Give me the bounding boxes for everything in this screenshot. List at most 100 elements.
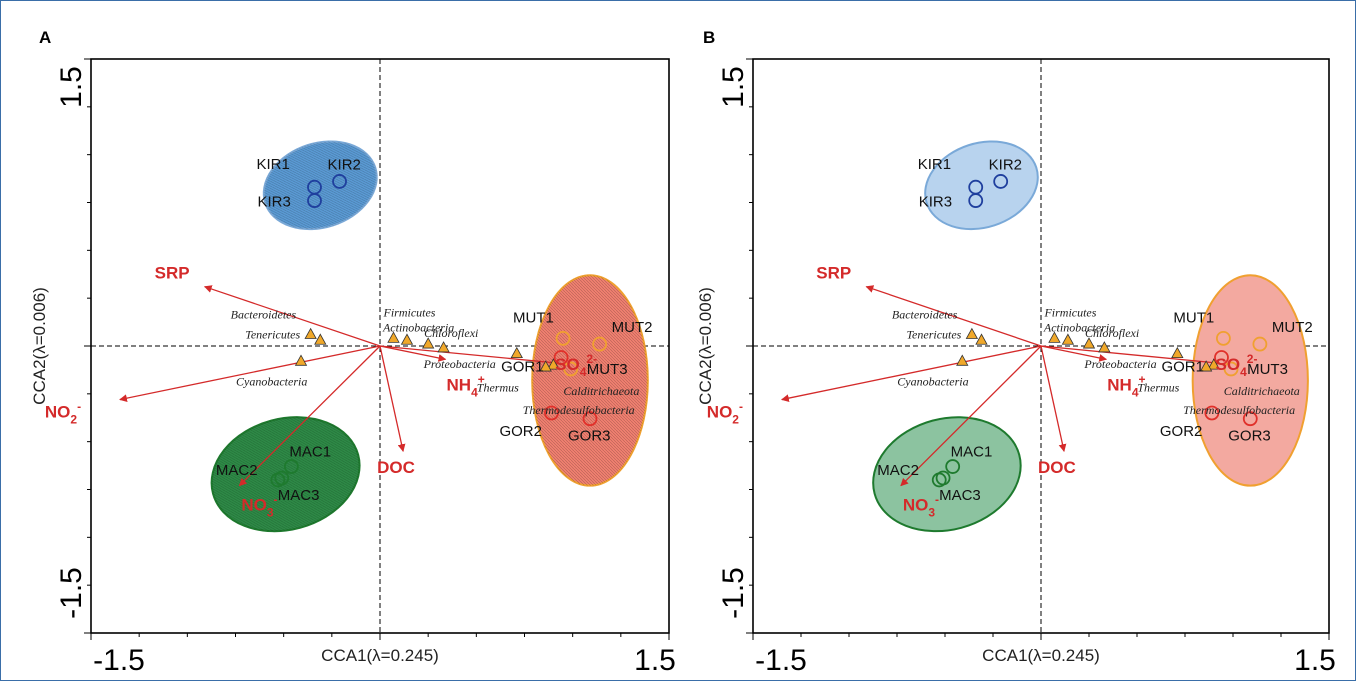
- sample-label: GOR1: [501, 358, 544, 375]
- taxon-label: Cyanobacteria: [236, 374, 307, 388]
- vector-label-main: SRP: [816, 264, 851, 283]
- vector-label-sub: 4: [1132, 385, 1139, 399]
- sample-point: [1242, 411, 1258, 427]
- taxon-label: Calditrichaeota: [563, 384, 639, 398]
- vector-label-main: DOC: [377, 458, 415, 477]
- vector-label-main: SO: [1216, 355, 1241, 374]
- vector-label: SO42-: [555, 352, 597, 379]
- vector-label-sup: -: [935, 493, 939, 507]
- vector-label-sub: 3: [928, 506, 935, 520]
- sample-label: MUT2: [1272, 319, 1313, 336]
- taxon-marker: [294, 354, 308, 366]
- vector-label-main: SO: [555, 355, 580, 374]
- sample-point: [555, 330, 571, 346]
- vector-label-main: NO: [903, 496, 929, 515]
- panel-B: B -1.5 1.5 1.5 -1.5 CCA1(λ=0.245) CCA2(λ=0.006…: [696, 28, 1336, 677]
- sample-point: [1223, 361, 1239, 377]
- vector-label-sup: 2-: [586, 352, 597, 366]
- sample-label: KIR2: [328, 156, 361, 173]
- taxon-label: Firmicutes: [1043, 305, 1096, 319]
- vector-arrow: [119, 345, 381, 402]
- sample-label: KIR1: [918, 156, 951, 173]
- sample-label: MAC1: [289, 444, 331, 461]
- taxon-label: Actinobacteria: [1043, 320, 1115, 334]
- vector-label: NH4+: [1107, 372, 1145, 399]
- taxon-marker: [421, 337, 435, 349]
- taxon-marker: [547, 358, 560, 370]
- taxon-label: Bacteroidetes: [231, 308, 297, 322]
- sample-label: MAC3: [278, 487, 320, 504]
- sample-label: GOR3: [568, 428, 611, 445]
- taxon-marker: [437, 341, 450, 353]
- vector-arrow: [379, 345, 560, 367]
- sample-label: MUT2: [612, 319, 653, 336]
- vector-label-main: NO: [45, 403, 71, 422]
- y-tick-label: 1.5: [717, 66, 750, 108]
- vector-label-sup: +: [1139, 372, 1146, 386]
- vector-label-sup: -: [739, 400, 743, 414]
- vector-arrow: [1040, 345, 1221, 367]
- sample-point: [1204, 405, 1220, 421]
- vector-label: NO2-: [707, 400, 743, 427]
- sample-label: GOR3: [1228, 428, 1271, 445]
- taxon-marker: [1061, 333, 1075, 345]
- taxon-marker: [975, 333, 988, 345]
- taxon-label: Calditrichaeota: [1224, 384, 1300, 398]
- sample-point: [935, 470, 951, 486]
- sample-label: MAC2: [877, 462, 919, 479]
- vector-label-main: SRP: [155, 264, 190, 283]
- vector-label: DOC: [377, 458, 415, 477]
- sample-label: MUT3: [587, 361, 628, 378]
- sample-point: [274, 470, 290, 486]
- taxon-label: Proteobacteria: [1083, 357, 1156, 371]
- taxon-label: Thermodesulfobacteria: [1183, 403, 1295, 417]
- x-tick-label: -1.5: [93, 644, 145, 677]
- sample-label: KIR3: [919, 194, 952, 211]
- vector-label-sup: 2-: [1247, 352, 1258, 366]
- sample-label: GOR1: [1161, 358, 1204, 375]
- sample-label: GOR2: [1160, 423, 1203, 440]
- vector-label: SRP: [155, 264, 190, 283]
- vector-arrow: [203, 285, 381, 347]
- sample-label: MAC2: [216, 462, 258, 479]
- sample-point: [945, 459, 961, 474]
- taxon-marker: [1171, 346, 1184, 359]
- taxon-marker: [539, 360, 552, 372]
- taxon-marker: [965, 327, 979, 339]
- vector-label-sub: 4: [580, 365, 587, 379]
- sample-label: MAC3: [939, 487, 981, 504]
- taxon-label: Cyanobacteria: [897, 374, 968, 388]
- vector-label-main: NH: [1107, 375, 1132, 394]
- vector-label-sub: 2: [70, 413, 77, 427]
- taxon-label: Tenericutes: [906, 327, 961, 341]
- vector-label: NO3-: [903, 493, 939, 520]
- taxon-label: Thermodesulfobacteria: [523, 403, 635, 417]
- y-axis-title: CCA2(λ=0.006): [696, 287, 715, 405]
- taxon-marker: [1082, 337, 1096, 349]
- vector-arrow: [1040, 345, 1108, 362]
- sample-point: [968, 193, 984, 208]
- x-tick-label: -1.5: [755, 644, 807, 677]
- x-tick-label: 1.5: [1294, 644, 1336, 677]
- taxon-marker: [1048, 331, 1061, 343]
- taxon-marker: [400, 333, 414, 345]
- sample-label: MUT1: [1173, 309, 1214, 326]
- sample-point: [283, 459, 299, 474]
- sample-point: [332, 174, 347, 189]
- sample-point: [307, 193, 322, 208]
- ellipse-mut-gor-texture: [532, 275, 648, 486]
- vector-label: NO2-: [45, 400, 81, 427]
- vector-arrow: [1040, 345, 1067, 452]
- vector-arrow: [238, 345, 381, 487]
- panel-A: A -1.5 1.5 1.5 -1.5 CCA1(λ=0.245) CCA2(λ=0.006…: [30, 28, 676, 677]
- panel-label: B: [703, 28, 715, 47]
- taxon-marker: [304, 327, 317, 339]
- panel-label: A: [39, 28, 51, 47]
- x-axis-title: CCA1(λ=0.245): [982, 646, 1100, 665]
- ellipse-mac: [872, 416, 1022, 533]
- sample-label: MUT1: [513, 309, 554, 326]
- vector-label: NH4+: [447, 372, 485, 399]
- sample-point: [1252, 336, 1268, 352]
- sample-point: [1216, 330, 1231, 346]
